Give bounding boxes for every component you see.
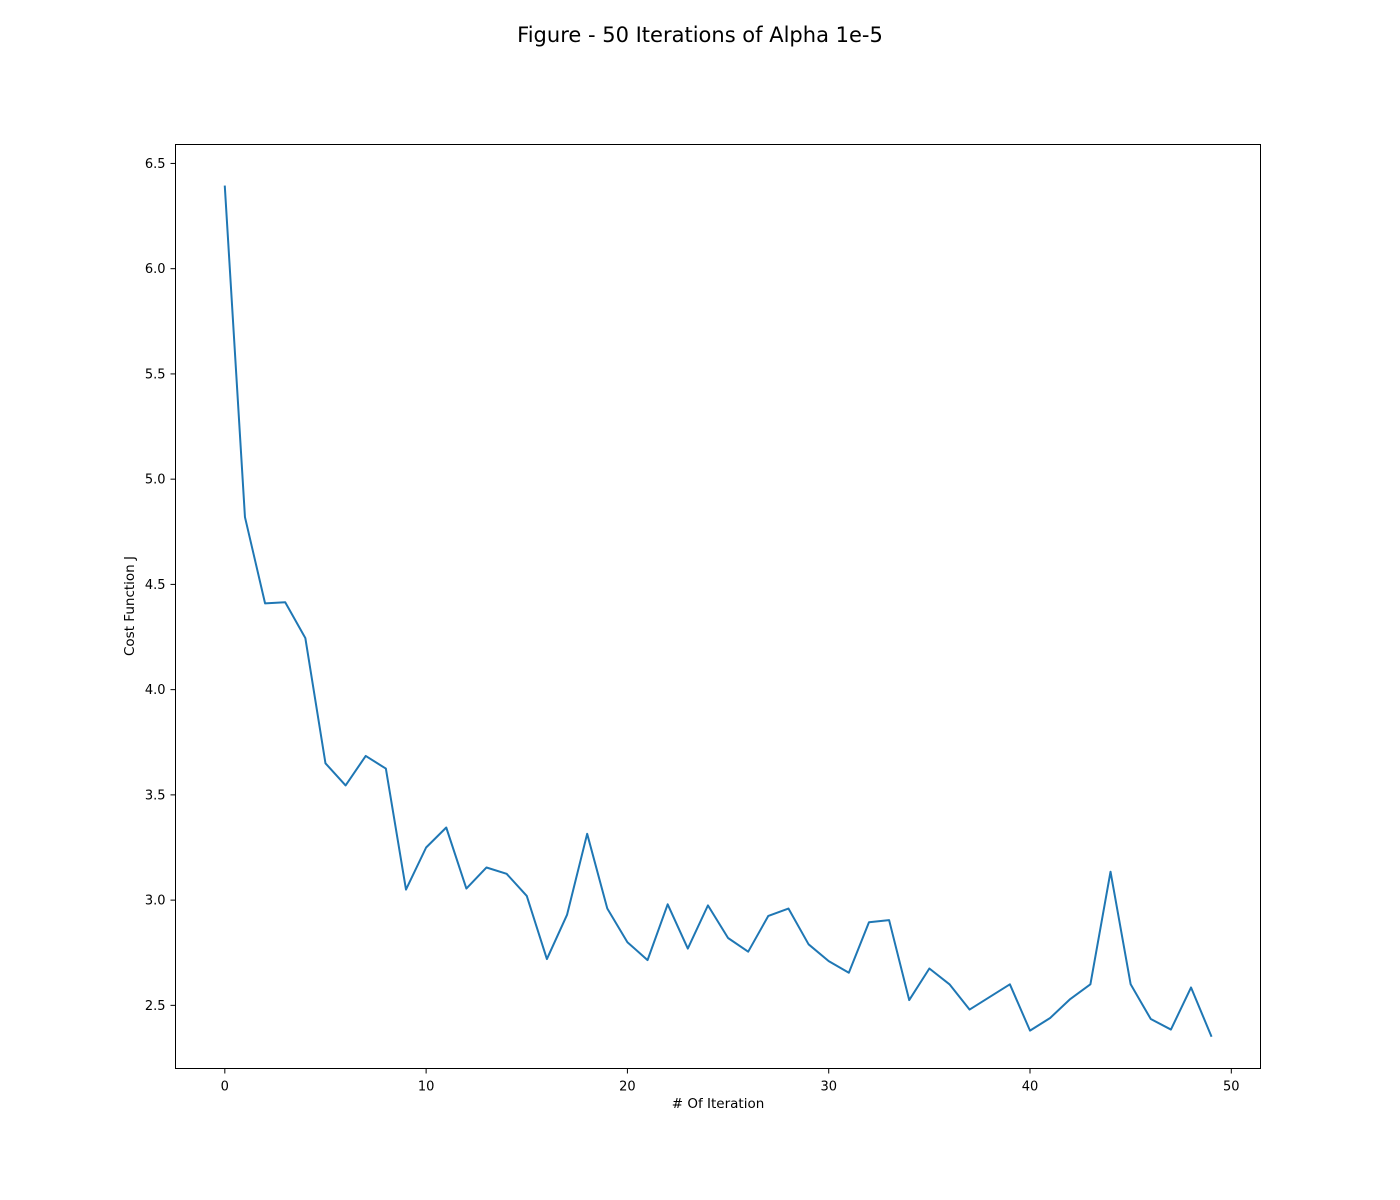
y-axis-label: Cost Function J bbox=[122, 556, 138, 656]
x-tick-label: 20 bbox=[619, 1080, 636, 1095]
plot-frame bbox=[175, 144, 1261, 1069]
y-tick-label: 6.5 bbox=[145, 157, 166, 172]
y-tick-label: 3.5 bbox=[145, 788, 166, 803]
x-tick-label: 10 bbox=[418, 1080, 435, 1095]
x-tick-label: 0 bbox=[221, 1080, 229, 1095]
plot-area bbox=[175, 144, 1261, 1069]
y-tick-label: 5.0 bbox=[145, 473, 166, 488]
y-tick-label: 6.0 bbox=[145, 262, 166, 277]
chart-title: Figure - 50 Iterations of Alpha 1e-5 bbox=[517, 23, 883, 47]
x-axis-label: # Of Iteration bbox=[672, 1096, 765, 1112]
x-tick-label: 30 bbox=[820, 1080, 837, 1095]
y-axis-ticks: 2.5 3.0 3.5 4.0 4.5 5.0 5.5 6.0 6.5 bbox=[145, 157, 176, 1014]
x-tick-label: 50 bbox=[1223, 1080, 1240, 1095]
data-points bbox=[223, 185, 1213, 1038]
cost-series-line bbox=[223, 185, 1213, 1038]
x-tick-label: 40 bbox=[1022, 1080, 1039, 1095]
y-tick-label: 3.0 bbox=[145, 894, 166, 909]
y-tick-label: 2.5 bbox=[145, 999, 166, 1014]
y-tick-label: 5.5 bbox=[145, 367, 166, 382]
y-tick-label: 4.5 bbox=[145, 578, 166, 593]
x-axis-ticks: 0 10 20 30 40 50 bbox=[221, 1068, 1240, 1095]
y-tick-label: 4.0 bbox=[145, 683, 166, 698]
